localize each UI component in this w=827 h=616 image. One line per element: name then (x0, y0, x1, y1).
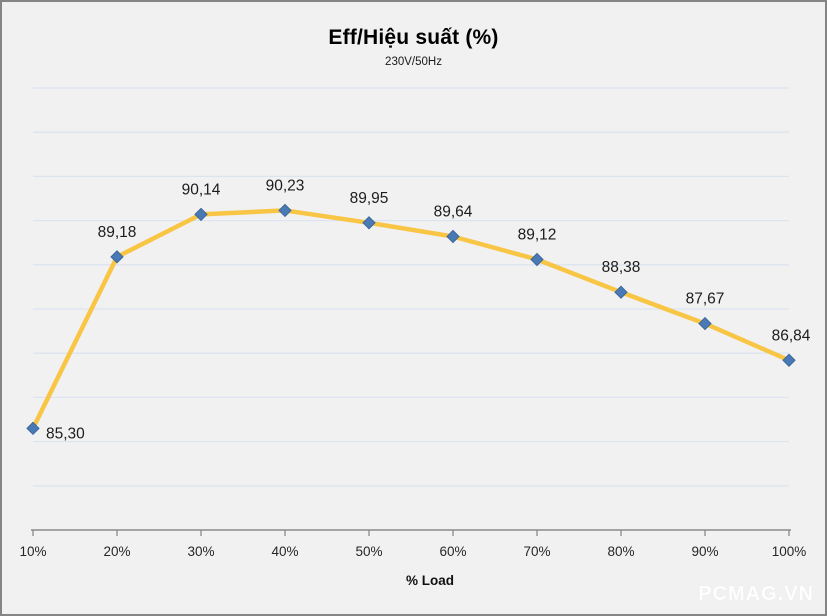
data-point-label: 85,30 (46, 425, 85, 442)
series-line (30, 208, 792, 431)
x-tick-label: 30% (187, 544, 214, 559)
data-point-label: 90,14 (182, 181, 221, 198)
x-tick-labels-group: 10% 20% 30% 40% 50% 60% 70% 80% 90% 100% (19, 544, 806, 559)
data-point-marker (194, 207, 208, 222)
x-tick-label: 90% (691, 544, 718, 559)
x-tick-label: 50% (355, 544, 382, 559)
data-point-label: 87,67 (686, 291, 725, 308)
data-point-label: 86,84 (772, 327, 811, 344)
data-point-marker (110, 250, 124, 264)
data-point-label: 88,38 (602, 259, 641, 276)
x-tick-label: 100% (772, 544, 807, 559)
data-point-label: 90,23 (266, 177, 305, 194)
x-tick-label: 20% (103, 544, 130, 559)
x-tick-label: 40% (271, 544, 298, 559)
data-point-marker (278, 203, 292, 218)
data-point-marker (614, 285, 628, 299)
data-labels-group: 85,30 89,18 90,14 90,23 89,95 89,64 89,12 88,38… (46, 177, 811, 442)
data-point-marker (530, 252, 544, 267)
x-axis-title: % Load (405, 573, 454, 588)
data-point-label: 89,12 (518, 226, 557, 243)
data-point-label: 89,18 (98, 224, 137, 241)
x-tick-label: 80% (607, 544, 634, 559)
watermark: PCMAG.VN (698, 583, 814, 605)
data-point-marker (698, 316, 712, 331)
gridlines-group (33, 87, 789, 487)
x-tick-label: 60% (439, 544, 466, 559)
data-point-label: 89,64 (434, 204, 473, 221)
chart-title: Eff/Hiệu suất (%) (328, 26, 499, 49)
data-point-marker (446, 229, 460, 244)
data-point-label: 89,95 (350, 190, 389, 207)
x-tick-label: 70% (523, 544, 550, 559)
chart-subtitle: 230V/50Hz (385, 56, 442, 68)
data-point-marker (26, 421, 40, 436)
data-point-marker (362, 216, 376, 230)
x-axis-group (31, 529, 791, 536)
data-markers-group (26, 203, 796, 436)
series-line-group (30, 208, 792, 431)
data-point-marker (782, 353, 796, 367)
x-tick-label: 10% (19, 544, 46, 559)
